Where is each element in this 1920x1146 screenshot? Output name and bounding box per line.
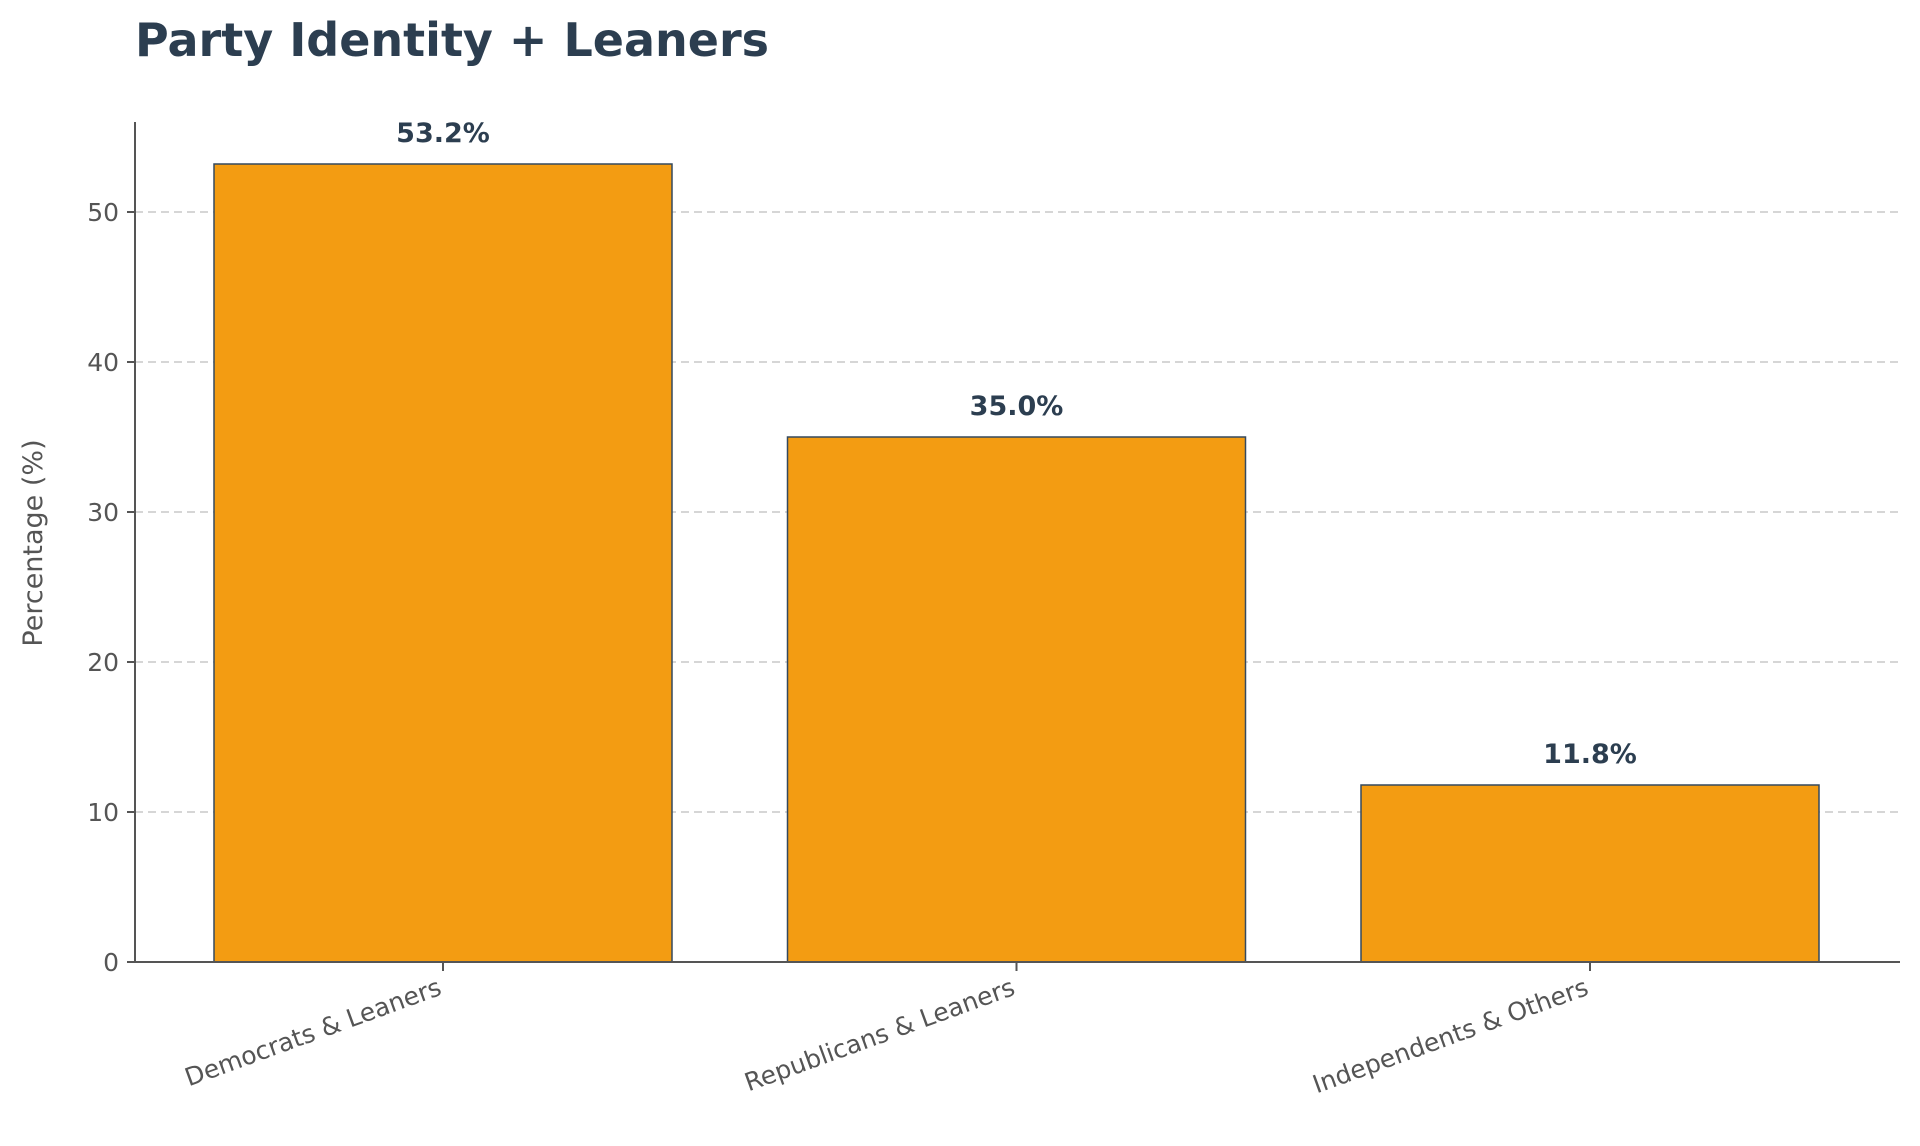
y-tick-label: 20 (87, 648, 119, 677)
bar (1360, 784, 1820, 963)
bars (213, 163, 1820, 963)
y-tick-label: 10 (87, 798, 119, 827)
value-label: 35.0% (970, 391, 1064, 422)
bar (786, 436, 1247, 963)
value-labels: 53.2% 35.0% 11.8% (396, 118, 1637, 770)
chart-title: Party Identity + Leaners (135, 13, 769, 67)
y-tick-label: 40 (87, 348, 119, 377)
value-label: 11.8% (1543, 739, 1637, 770)
y-tick-label: 30 (87, 498, 119, 527)
value-label: 53.2% (396, 118, 490, 149)
y-ticks: 0 10 20 30 40 50 (87, 198, 135, 977)
x-tick-label: Democrats & Leaners (181, 972, 445, 1092)
y-tick-label: 0 (103, 948, 119, 977)
axes (128, 122, 1900, 963)
x-tick-label: Republicans & Leaners (741, 972, 1019, 1097)
bar (213, 163, 673, 963)
y-axis-label: Percentage (%) (18, 439, 49, 646)
x-tick-label: Independents & Others (1309, 972, 1592, 1099)
y-tick-label: 50 (87, 198, 119, 227)
x-ticks: Democrats & Leaners Republicans & Leaners… (181, 962, 1592, 1099)
